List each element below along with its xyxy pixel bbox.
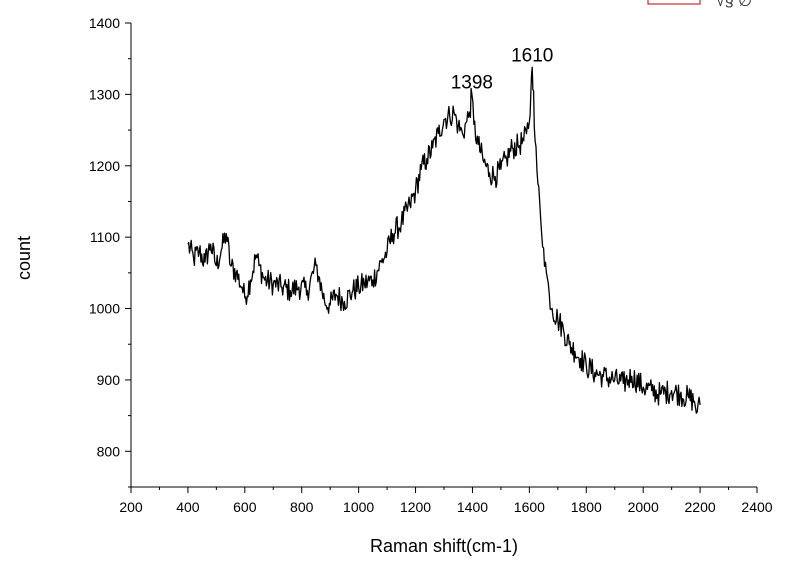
y-tick-label: 800 [97, 443, 121, 459]
x-tick-label: 400 [176, 499, 200, 515]
y-tick-label: 1100 [90, 229, 120, 245]
x-tick-label: 200 [119, 499, 143, 515]
x-tick-label: 1800 [571, 499, 602, 515]
y-axis-title: count [14, 236, 34, 280]
annotations-group: 1398 1610 [451, 45, 554, 93]
series-line [187, 66, 701, 414]
x-axis-title: Raman shift(cm-1) [370, 536, 518, 556]
x-tick-label: 1200 [400, 499, 431, 515]
x-tick-label: 800 [290, 499, 314, 515]
x-tick-label: 2000 [628, 499, 659, 515]
corner-red-box [647, 0, 701, 5]
x-tick-label: 600 [233, 499, 257, 515]
x-tick-label: 1600 [514, 499, 545, 515]
y-tick-label: 1400 [89, 15, 120, 31]
x-tick-label: 1400 [457, 499, 488, 515]
peak-annotation: 1398 [451, 72, 493, 93]
x-ticks-group: 200 400 600 800 1000 1200 1400 1600 1800 2000 2200… [119, 487, 773, 515]
x-tick-label: 2400 [741, 499, 772, 515]
y-tick-label: 1000 [89, 301, 120, 317]
y-tick-label: 900 [97, 372, 121, 388]
x-tick-label: 1000 [343, 499, 374, 515]
y-ticks-group: 800 900 1000 1100 1200 1300 1400 [89, 15, 131, 488]
y-tick-label: 1200 [89, 158, 120, 174]
corner-glyphs: √§ ∅ [716, 0, 752, 10]
peak-annotation: 1610 [511, 45, 553, 66]
y-tick-label: 1300 [89, 86, 120, 102]
x-tick-label: 2200 [685, 499, 716, 515]
